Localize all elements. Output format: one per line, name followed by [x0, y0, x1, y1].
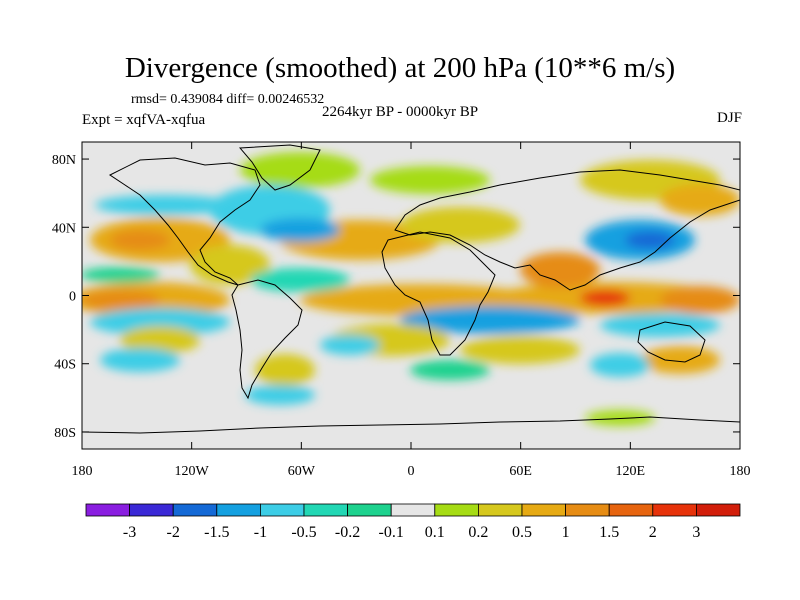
stats-label: rmsd= 0.439084 diff= 0.00246532: [131, 92, 325, 107]
lat-tick-label: 0: [69, 290, 76, 305]
colorbar-swatch: [652, 503, 697, 517]
colorbar-label: -0.2: [335, 524, 360, 541]
season-label: DJF: [716, 110, 742, 126]
colorbar-label: -2: [167, 524, 180, 541]
lon-tick-label: 120E: [616, 464, 646, 479]
colorbar-swatch: [477, 503, 523, 517]
lon-tick-label: 180: [730, 464, 751, 479]
colorbar-swatch: [696, 503, 741, 517]
africa-outline: [381, 231, 496, 356]
lon-tick-label: 60W: [288, 464, 316, 479]
longitude-ticks: 180 120W 60W 0 60E 120E 180: [72, 142, 751, 479]
eurasia-outline: [394, 169, 740, 291]
plot-title: Divergence (smoothed) at 200 hPa (10**6 …: [124, 52, 676, 84]
australia-outline: [637, 321, 706, 363]
colorbar-swatch: [216, 503, 261, 517]
colorbar-label: -0.1: [379, 524, 404, 541]
lat-tick-label: 40N: [52, 221, 76, 236]
period-label: 2264kyr BP - 0000kyr BP: [322, 104, 479, 120]
colorbar-label: 2: [649, 524, 657, 541]
colorbar-swatch: [172, 503, 218, 517]
colorbar-label: 1.5: [599, 524, 619, 541]
colorbar-swatch: [129, 503, 174, 517]
anomaly-shading: [82, 152, 740, 426]
colorbar-swatch: [565, 503, 610, 517]
colorbar-label: -3: [123, 524, 136, 541]
antarctica-outline: [82, 416, 740, 434]
colorbar-swatch: [85, 503, 130, 517]
colorbar-label: 0.1: [425, 524, 445, 541]
colorbar-swatch: [608, 503, 654, 517]
colorbar-label: 0.2: [468, 524, 488, 541]
colorbar-swatch: [390, 503, 436, 517]
colorbar-swatch: [434, 503, 479, 517]
colorbar-label: 1: [562, 524, 570, 541]
colorbar-label: -0.5: [291, 524, 316, 541]
colorbar-label: 3: [692, 524, 700, 541]
lon-tick-label: 0: [408, 464, 415, 479]
coastlines: [82, 144, 740, 434]
colorbar-swatch: [303, 503, 348, 517]
greenland-outline: [238, 144, 321, 191]
south-america-outline: [231, 279, 303, 400]
north-america-outline: [109, 157, 261, 286]
lon-tick-label: 120W: [175, 464, 210, 479]
lat-tick-label: 80N: [52, 153, 76, 168]
lat-tick-label: 80S: [54, 426, 76, 441]
colorbar-swatch: [521, 503, 566, 517]
latitude-ticks: 80N 40N 0 40S 80S: [52, 153, 740, 441]
colorbar-label: -1.5: [204, 524, 229, 541]
lon-tick-label: 180: [72, 464, 93, 479]
lon-tick-label: 60E: [509, 464, 532, 479]
map-field: [82, 142, 740, 449]
experiment-label: Expt = xqfVA-xqfua: [82, 112, 206, 128]
colorbar-label: 0.5: [512, 524, 532, 541]
colorbar-swatch: [347, 503, 392, 517]
lat-tick-label: 40S: [54, 358, 76, 373]
colorbar-label: -1: [254, 524, 267, 541]
colorbar-swatch: [259, 503, 305, 517]
colorbar: -3 -2 -1.5 -1 -0.5 -0.2 -0.1 0.1 0.2 0.5 1 1.5 2 3: [85, 503, 741, 541]
